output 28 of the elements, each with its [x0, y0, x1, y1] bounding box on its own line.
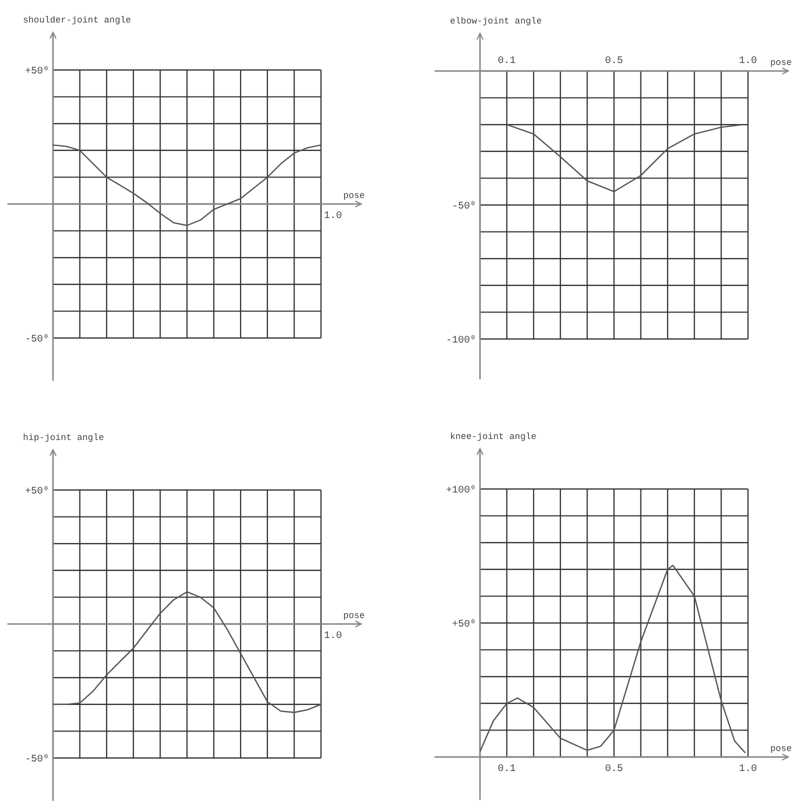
line-series	[52, 144, 322, 226]
x-axis-title: pose	[343, 191, 365, 201]
line-series	[479, 564, 746, 754]
y-tick-label: +100⁰	[446, 484, 476, 496]
y-axis-title: shoulder-joint angle	[23, 15, 132, 26]
x-axis-title: pose	[770, 58, 792, 68]
y-tick-label: +50⁰	[452, 618, 476, 630]
y-tick-label: -100⁰	[446, 334, 476, 346]
x-tick-label: 1.0	[738, 764, 758, 775]
y-tick-label: +50⁰	[24, 66, 49, 78]
line-series	[506, 124, 744, 192]
y-tick-label: -50⁰	[24, 754, 49, 766]
x-tick-label: 1.0	[738, 56, 758, 67]
y-tick-label: +50⁰	[24, 486, 49, 498]
x-axis-title: pose	[343, 611, 365, 621]
x-tick-label: 0.1	[498, 764, 516, 775]
y-tick-label: -50⁰	[452, 200, 476, 212]
text: 1.0	[324, 211, 342, 222]
y-tick-label: -50⁰	[24, 334, 49, 346]
y-axis-title: knee-joint angle	[450, 432, 536, 442]
x-tick-label: 0.5	[604, 764, 624, 775]
y-axis-title: hip-joint angle	[23, 432, 104, 443]
x-axis-title: pose	[770, 744, 792, 754]
x-tick-label: 0.1	[498, 56, 516, 67]
y-axis-title: elbow-joint angle	[450, 16, 542, 26]
x-tick-label: 0.5	[604, 56, 624, 67]
line-series	[52, 591, 322, 714]
text: 1.0	[324, 631, 342, 642]
